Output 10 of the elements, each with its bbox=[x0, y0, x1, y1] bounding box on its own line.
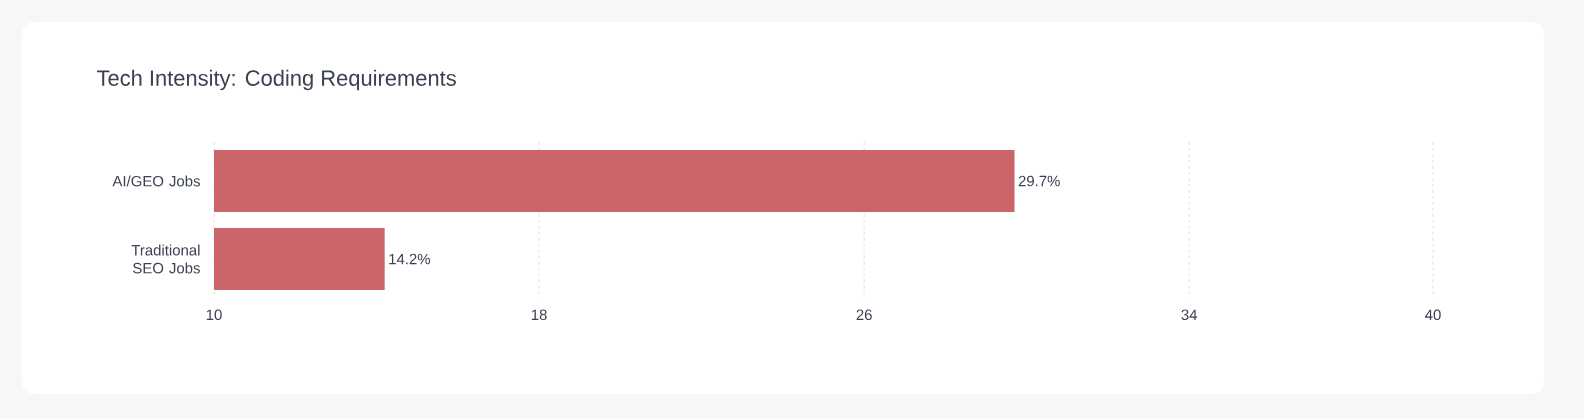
x-tick-label: 34 bbox=[1181, 309, 1198, 321]
x-tick-label: 18 bbox=[531, 309, 547, 321]
x-tick-label: 26 bbox=[856, 309, 872, 321]
x-tick-label: 40 bbox=[1425, 309, 1441, 321]
y-tick-label: AI/GEO Jobs bbox=[112, 175, 200, 187]
data-label: 14.2% bbox=[389, 253, 431, 265]
y-tick-label: Traditional SEO Jobs bbox=[131, 244, 200, 274]
x-tick-label: 10 bbox=[206, 309, 222, 321]
chart-title: Tech Intensity: Coding Requirements bbox=[97, 69, 456, 91]
data-label: 29.7% bbox=[1018, 175, 1060, 187]
